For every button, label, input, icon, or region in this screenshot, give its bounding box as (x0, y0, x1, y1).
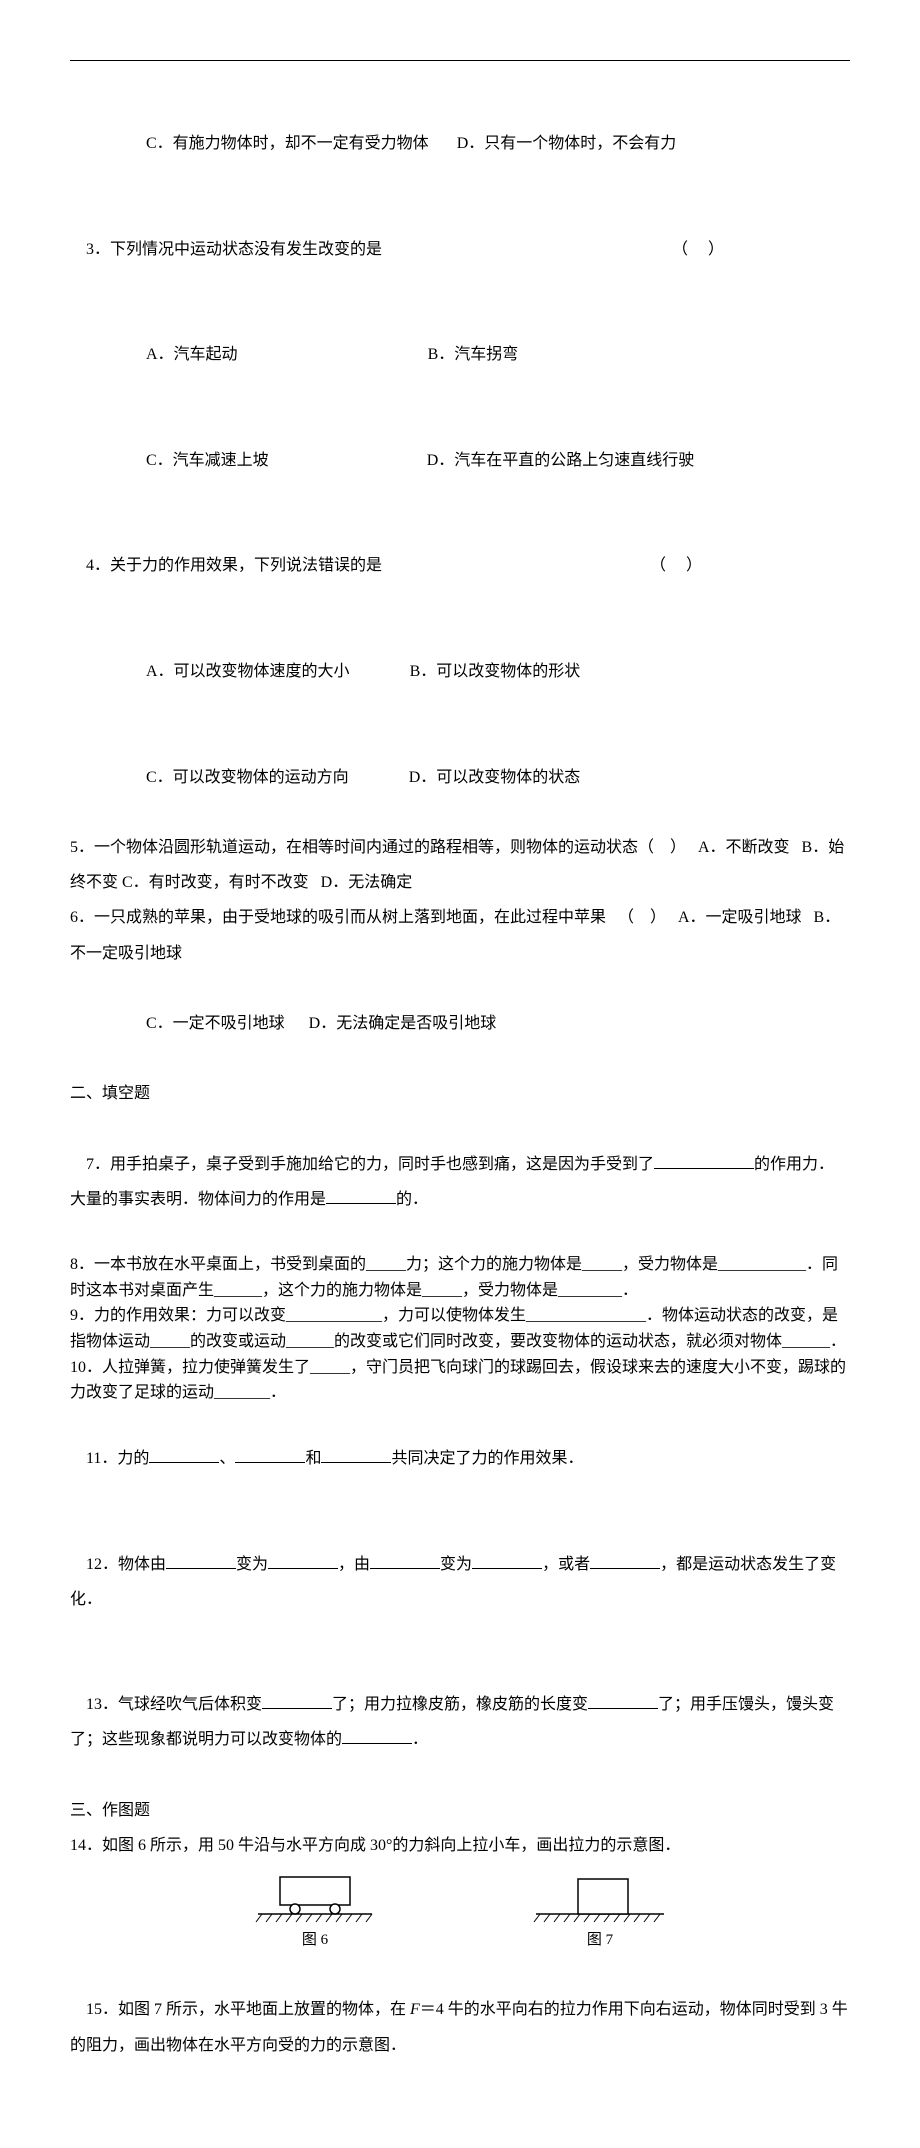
page: C．有施力物体时，却不一定有受力物体 D．只有一个物体时，不会有力 3．下列情况中… (0, 0, 920, 2148)
q10: 10．人拉弹簧，拉力使弹簧发生了_____，守门员把飞向球门的球踢回去，假设球来… (70, 1355, 850, 1406)
q11-blank-1[interactable] (149, 1446, 219, 1463)
q13-blank-1[interactable] (262, 1692, 332, 1709)
q3-option-c: C．汽车减速上坡 (146, 452, 269, 469)
header-rule (70, 60, 850, 61)
q13-blank-3[interactable] (342, 1727, 412, 1744)
q12-blank-5[interactable] (590, 1552, 660, 1569)
q11-p2: 和 (305, 1450, 321, 1467)
q13-p5: ． (412, 1731, 428, 1748)
q11-blank-2[interactable] (235, 1446, 305, 1463)
q7-part1: 7．用手拍桌子，桌子受到手施加给它的力，同时手也感到痛，这是因为手受到了 (86, 1156, 654, 1173)
q7-part3: 的． (396, 1191, 428, 1208)
figure-6: 图 6 (250, 1869, 380, 1949)
q7-blank-2[interactable] (326, 1187, 396, 1204)
q4-option-a: A．可以改变物体速度的大小 (146, 663, 350, 680)
q13-p1: 13．气球经吹气后体积变 (86, 1696, 262, 1713)
figure-7-svg (530, 1869, 670, 1924)
figure-7: 图 7 (530, 1869, 670, 1949)
q3-option-b: B．汽车拐弯 (428, 346, 519, 363)
q6-options-cd: C．一定不吸引地球 D．无法确定是否吸引地球 (70, 971, 850, 1077)
q12-p3: ，由 (338, 1556, 370, 1573)
q11-p3: 共同决定了力的作用效果． (391, 1450, 583, 1467)
q4-options-ab: A．可以改变物体速度的大小 B．可以改变物体的形状 (70, 619, 850, 725)
q12-blank-4[interactable] (472, 1552, 542, 1569)
q7: 7．用手拍桌子，桌子受到手施加给它的力，同时手也感到痛，这是因为手受到了的作用力… (70, 1111, 850, 1252)
q11-blank-3[interactable] (321, 1446, 391, 1463)
q13-p2: 了；用力拉橡皮筋，橡皮筋的长度变 (332, 1696, 588, 1713)
q12-p1: 12．物体由 (86, 1556, 166, 1573)
q4-stem: 4．关于力的作用效果，下列说法错误的是 (86, 557, 382, 574)
q8: 8．一本书放在水平桌面上，书受到桌面的_____力；这个力的施力物体是_____… (70, 1252, 850, 1303)
q4-options-cd: C．可以改变物体的运动方向 D．可以改变物体的状态 (70, 724, 850, 830)
q12-blank-1[interactable] (166, 1552, 236, 1569)
q3-stem: 3．下列情况中运动状态没有发生改变的是 (86, 241, 382, 258)
q3-stem-row: 3．下列情况中运动状态没有发生改变的是 （ ） (70, 197, 850, 303)
section-2-title: 二、填空题 (70, 1076, 850, 1111)
q3-option-a: A．汽车起动 (146, 346, 238, 363)
q11-sep1: 、 (219, 1450, 235, 1467)
q12-blank-2[interactable] (268, 1552, 338, 1569)
q3-options-cd: C．汽车减速上坡 D．汽车在平直的公路上匀速直线行驶 (70, 408, 850, 514)
q14: 14．如图 6 所示，用 50 牛沿与水平方向成 30°的力斜向上拉小车，画出拉… (70, 1828, 850, 1863)
q15-text: 15．如图 7 所示，水平地面上放置的物体，在 F＝4 牛的水平向右的拉力作用下… (70, 2001, 848, 2053)
q12-p5: ，或者 (542, 1556, 590, 1573)
q9: 9．力的作用效果：力可以改变____________，力可以使物体发生_____… (70, 1303, 850, 1354)
figures-row: 图 6 (70, 1869, 850, 1949)
q12-blank-3[interactable] (370, 1552, 440, 1569)
q2-option-d: D．只有一个物体时，不会有力 (457, 135, 677, 152)
q3-options-ab: A．汽车起动 B．汽车拐弯 (70, 302, 850, 408)
q11-p1: 11．力的 (86, 1450, 149, 1467)
q5-stem: 5．一个物体沿圆形轨道运动，在相等时间内通过的路程相等，则物体的运动状态（ ） … (70, 830, 850, 900)
figure-6-svg (250, 1869, 380, 1924)
figure-6-caption: 图 6 (302, 1928, 328, 1949)
q13-p4: 了；这些现象都说明力可以改变物体的 (70, 1731, 342, 1748)
q4-paren: （ ） (650, 557, 702, 574)
q7-blank-1[interactable] (654, 1152, 754, 1169)
q12: 12．物体由变为，由变为，或者，都是运动状态发生了变化． (70, 1511, 850, 1652)
q11: 11．力的 、 和 共同决定了力的作用效果． (70, 1406, 850, 1512)
q4-option-b: B．可以改变物体的形状 (410, 663, 581, 680)
section-3-title: 三、作图题 (70, 1793, 850, 1828)
q13: 13．气球经吹气后体积变 了；用力拉橡皮筋，橡皮筋的长度变 了；用手压馒头，馒头变了… (70, 1652, 850, 1793)
q4-option-c: C．可以改变物体的运动方向 (146, 769, 349, 786)
q6-stem: 6．一只成熟的苹果，由于受地球的吸引而从树上落到地面，在此过程中苹果 （ ） A… (70, 900, 850, 970)
q12-p2: 变为 (236, 1556, 268, 1573)
q13-blank-2[interactable] (588, 1692, 658, 1709)
q2-option-c: C．有施力物体时，却不一定有受力物体 (146, 135, 429, 152)
figure-7-caption: 图 7 (587, 1928, 613, 1949)
q13-p3: 了；用手压馒头，馒头变 (658, 1696, 834, 1713)
q3-option-d: D．汽车在平直的公路上匀速直线行驶 (427, 452, 695, 469)
q4-option-d: D．可以改变物体的状态 (409, 769, 581, 786)
q2-options-cd: C．有施力物体时，却不一定有受力物体 D．只有一个物体时，不会有力 (70, 91, 850, 197)
q15: 15．如图 7 所示，水平地面上放置的物体，在 F＝4 牛的水平向右的拉力作用下… (70, 1957, 850, 2098)
q4-stem-row: 4．关于力的作用效果，下列说法错误的是 （ ） (70, 513, 850, 619)
q3-paren: （ ） (672, 241, 724, 258)
q12-p4: 变为 (440, 1556, 472, 1573)
q6-cd-text: C．一定不吸引地球 D．无法确定是否吸引地球 (146, 1015, 496, 1032)
